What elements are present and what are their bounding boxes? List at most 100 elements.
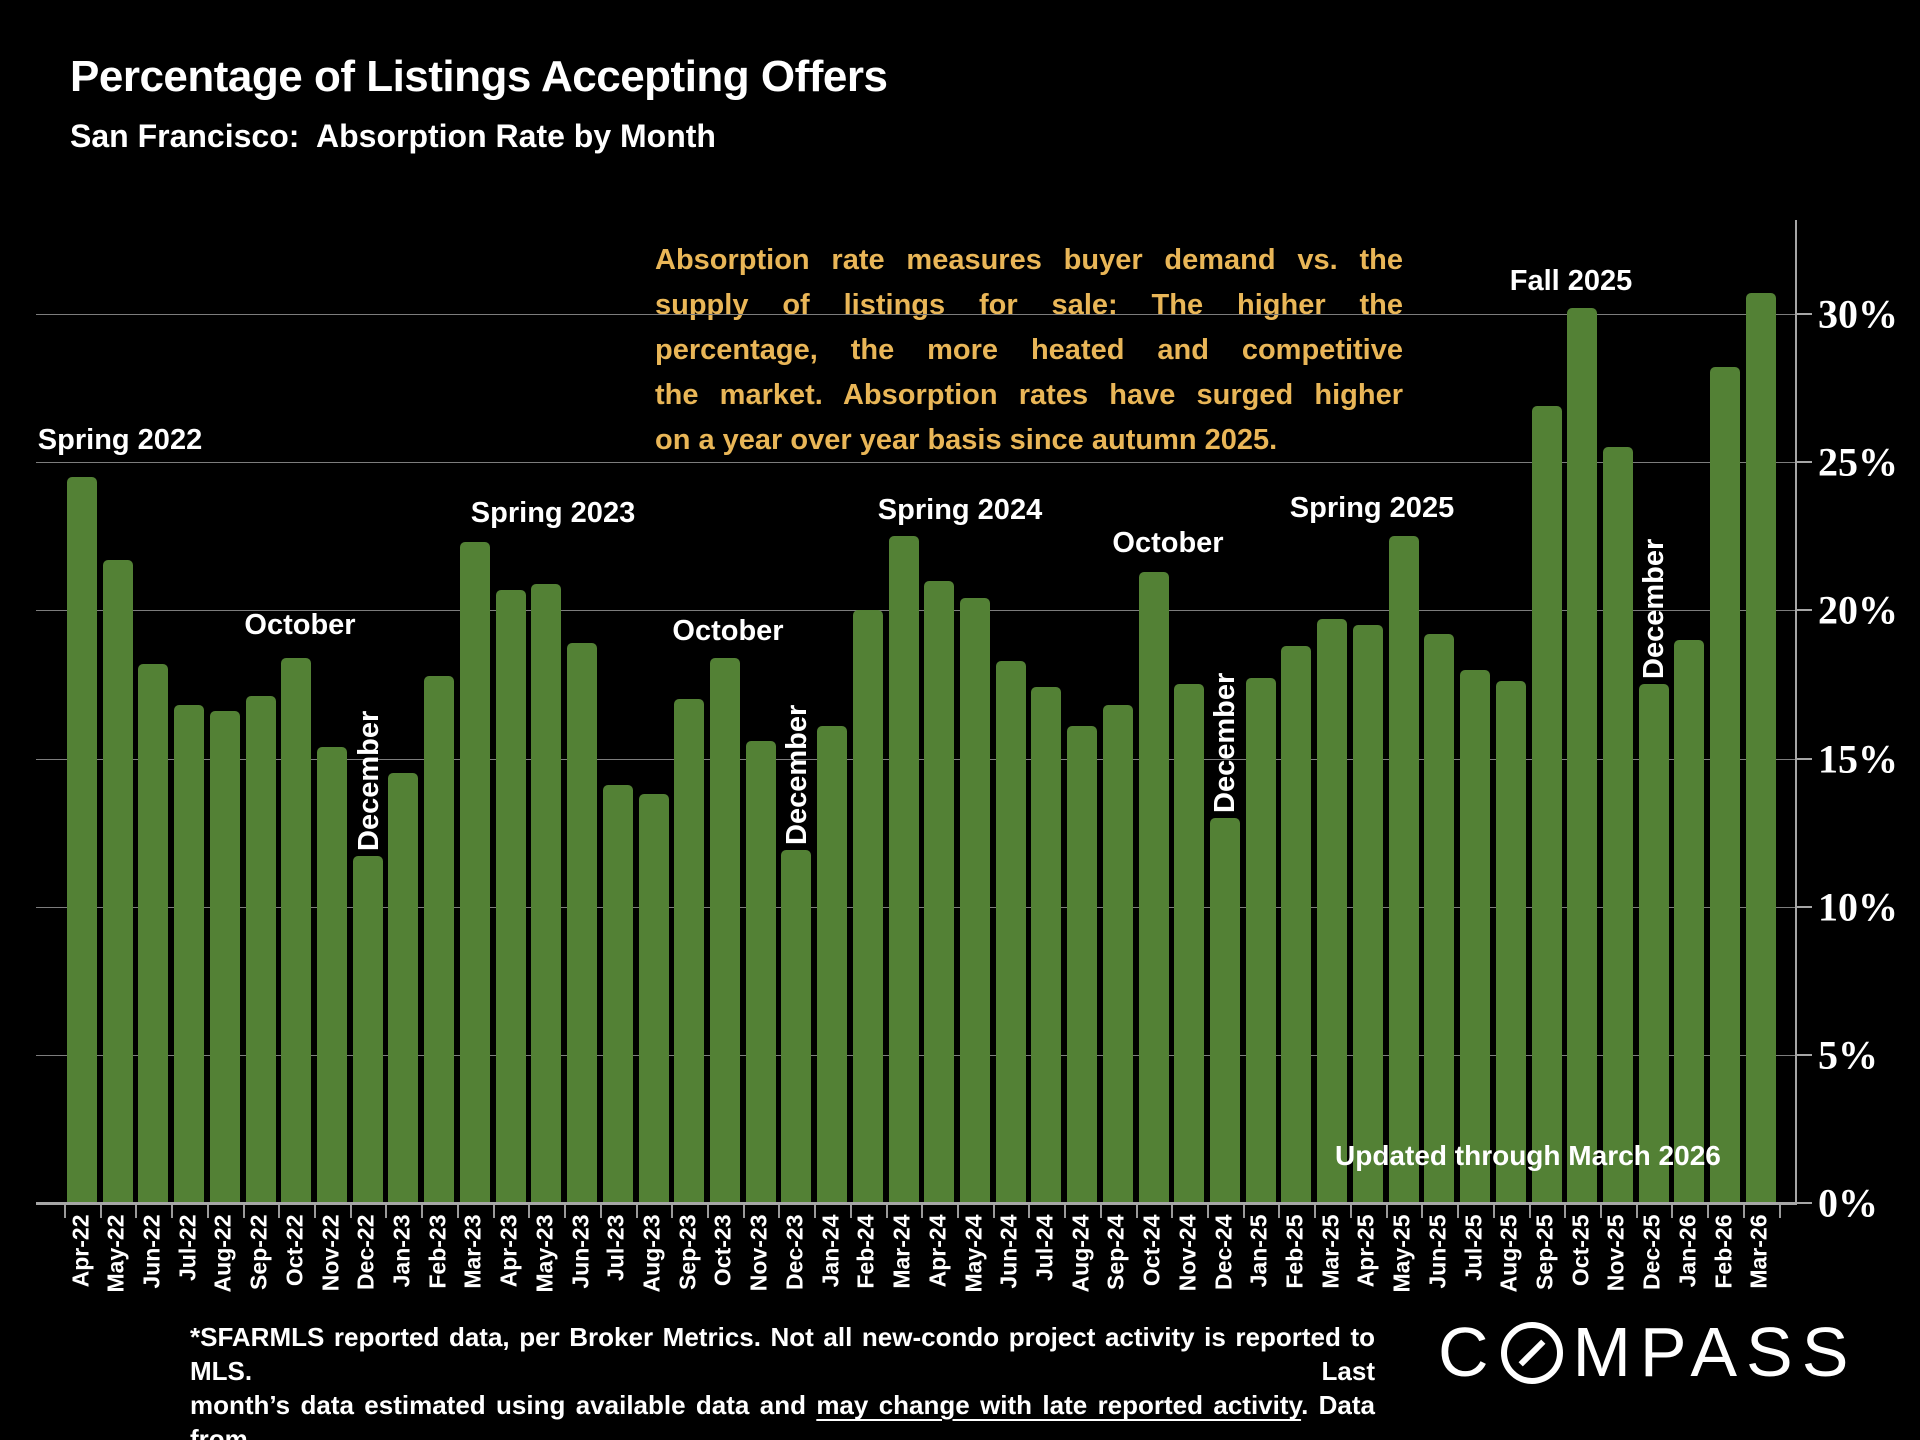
x-axis-label-Dec-23: Dec-23 [781,1214,808,1290]
x-axis-label-Sep-23: Sep-23 [674,1214,701,1290]
annotation-spring-2022: Spring 2022 [37,424,203,456]
x-axis-label-Jun-23: Jun-23 [567,1214,594,1289]
absorption-note: Absorption rate measures buyer demand vs… [655,238,1403,463]
page-subtitle: San Francisco: Absorption Rate by Month [70,118,716,154]
bar-Nov-22 [317,746,348,1203]
y-axis-label-25: 25% [1818,439,1898,485]
x-axis-tick-17 [671,1205,674,1218]
bar-Jan-23 [388,773,419,1203]
bar-Mar-23 [459,542,490,1203]
x-axis-line [36,1202,1796,1205]
x-axis-tick-0 [64,1205,66,1218]
x-axis-tick-33 [1242,1205,1245,1218]
bar-Mar-25 [1317,619,1348,1203]
x-axis-label-Sep-22: Sep-22 [245,1214,272,1290]
x-axis-tick-30 [1135,1205,1138,1218]
x-axis-label-Feb-25: Feb-25 [1281,1214,1308,1289]
footer-line-2: month’s data estimated using available d… [190,1388,1375,1440]
annotation-spring-2024: Spring 2024 [877,494,1043,526]
bar-Apr-25 [1352,625,1383,1203]
bar-Sep-22 [245,696,276,1203]
x-axis-label-Jul-23: Jul-23 [602,1214,629,1281]
page-title: Percentage of Listings Accepting Offers [70,52,888,101]
annotation-october: October [1112,527,1224,559]
x-axis-tick-28 [1064,1205,1067,1218]
annotation-december-2: December [353,710,385,851]
bar-Sep-25 [1531,405,1562,1203]
bar-Apr-24 [924,580,955,1203]
note-line-5: on a year over year basis since autumn 2… [655,424,1278,456]
gridline-25 [36,462,1796,464]
annotation-spring-2025: Spring 2025 [1289,492,1455,524]
bar-Oct-23 [709,657,740,1203]
x-axis-label-Nov-22: Nov-22 [317,1214,344,1292]
bar-Dec-24 [1210,817,1241,1203]
bar-Jun-24 [995,660,1026,1203]
x-axis-tick-37 [1385,1205,1388,1218]
x-axis-label-May-24: May-24 [960,1214,986,1293]
bar-Dec-22 [352,856,383,1203]
bar-Jan-26 [1674,639,1705,1203]
x-axis-tick-9 [385,1205,388,1218]
compass-needle-o-icon [1500,1322,1563,1384]
x-axis-label-Nov-24: Nov-24 [1174,1214,1201,1292]
x-axis-tick-18 [706,1205,709,1218]
x-axis-label-Feb-24: Feb-24 [852,1214,879,1289]
footer-line-1: *SFARMLS reported data, per Broker Metri… [190,1322,1375,1386]
x-axis-label-Aug-23: Aug-23 [638,1214,665,1293]
x-axis-label-Jan-24: Jan-24 [817,1214,844,1288]
x-axis-tick-27 [1028,1205,1031,1218]
bar-Oct-25 [1567,308,1598,1203]
y-axis-label-0: 0% [1818,1180,1878,1226]
footer-line-2-post: . Data from [190,1390,1375,1440]
x-axis-tick-1 [99,1205,102,1218]
x-axis-tick-48 [1778,1205,1781,1218]
x-axis-label-Sep-24: Sep-24 [1102,1214,1129,1290]
note-line-2: supply of listings for sale: The higher … [655,289,1403,321]
x-axis-tick-16 [635,1205,638,1218]
note-line-4: the market. Absorption rates have surged… [655,379,1403,411]
bar-Apr-22 [67,476,97,1203]
y-axis-tick-0 [1796,1202,1812,1204]
x-axis-label-May-25: May-25 [1388,1214,1415,1293]
x-axis-tick-13 [528,1205,531,1218]
bar-Oct-24 [1138,571,1169,1203]
x-axis-label-Apr-23: Apr-23 [495,1214,522,1288]
x-axis-tick-24 [921,1205,924,1218]
footer-line-2-pre: month’s data estimated using available d… [190,1390,817,1420]
x-axis-label-Nov-23: Nov-23 [745,1214,772,1292]
y-axis-line [1795,220,1797,1205]
logo-letter-first: C [1438,1313,1498,1391]
x-axis-tick-34 [1278,1205,1281,1218]
x-axis-tick-8 [349,1205,352,1218]
bar-Aug-25 [1495,681,1526,1203]
bar-Sep-24 [1102,705,1133,1203]
y-axis-tick-5 [1796,1053,1812,1056]
annotation-december-11: December [1638,538,1670,679]
x-axis-tick-32 [1207,1205,1210,1218]
x-axis-label-May-23: May-23 [531,1214,558,1293]
x-axis-tick-25 [957,1205,959,1218]
x-axis-tick-7 [314,1205,317,1218]
x-axis-label-Jan-25: Jan-25 [1245,1214,1272,1288]
bar-Feb-23 [424,675,455,1203]
x-axis-tick-20 [778,1205,781,1218]
compass-logo: C MPASS [1438,1312,1857,1392]
x-axis-label-May-22: May-22 [102,1214,129,1293]
bar-Jan-24 [817,725,848,1203]
bar-Aug-22 [209,711,240,1203]
x-axis-label-Jul-22: Jul-22 [174,1214,201,1281]
annotation-december-8: December [1209,672,1241,813]
x-axis-tick-10 [421,1205,424,1218]
annotation-october: October [244,609,356,641]
y-axis-tick-20 [1796,609,1812,612]
x-axis-label-Jun-24: Jun-24 [995,1214,1022,1289]
x-axis-label-Aug-24: Aug-24 [1067,1214,1094,1293]
x-axis-label-Oct-22: Oct-22 [281,1214,308,1287]
x-axis-tick-39 [1457,1205,1460,1218]
note-line-3: percentage, the more heated and competit… [655,334,1403,366]
x-axis-tick-14 [564,1205,567,1218]
bar-Nov-25 [1602,447,1633,1203]
y-axis-tick-10 [1796,905,1812,908]
bar-Nov-23 [745,740,776,1203]
